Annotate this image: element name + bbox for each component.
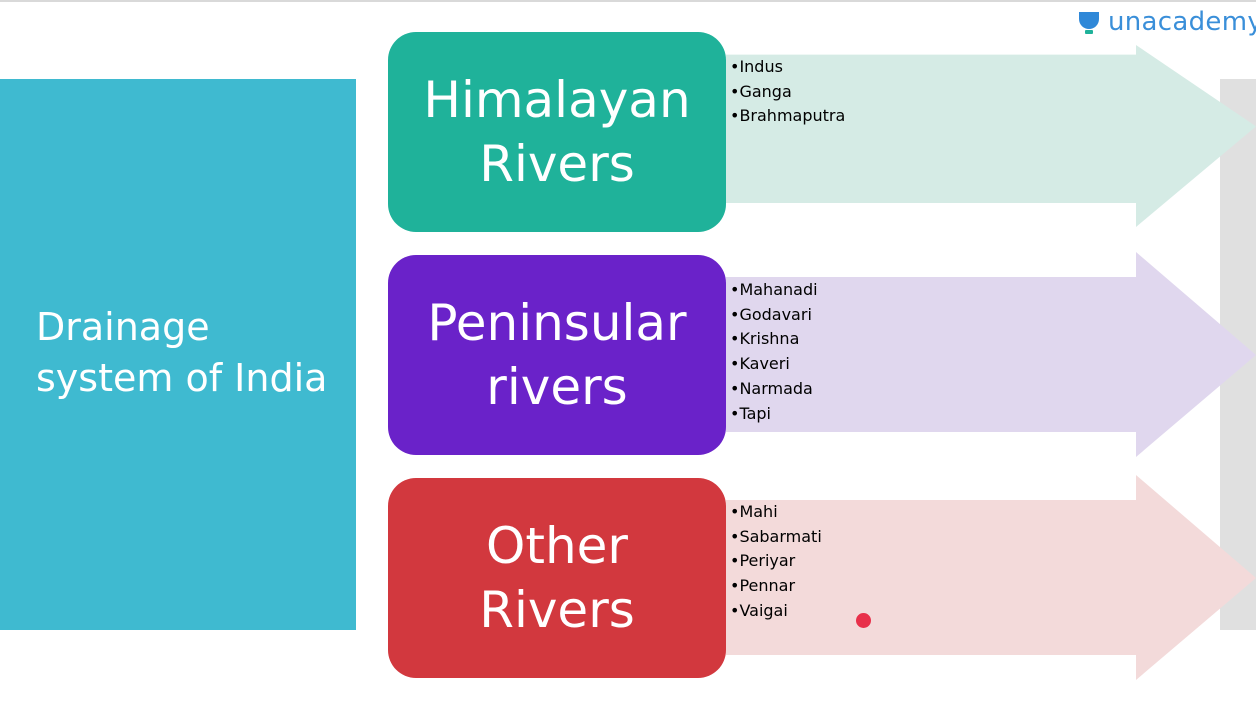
other-arrow xyxy=(726,475,1256,680)
list-item: •Brahmaputra xyxy=(730,106,846,126)
list-item: •Kaveri xyxy=(730,354,790,374)
list-item: •Krishna xyxy=(730,329,800,349)
himalayan-arrow-shape xyxy=(726,45,1256,227)
laser-pointer-dot xyxy=(856,613,871,628)
list-item: •Godavari xyxy=(730,304,812,324)
unacademy-logo: unacademy xyxy=(1076,6,1256,38)
list-item: •Pennar xyxy=(730,576,796,596)
list-item: •Indus xyxy=(730,57,783,76)
peninsular-box-line1: Peninsular xyxy=(427,294,687,352)
himalayan-box-line2: Rivers xyxy=(479,135,635,193)
other-box-line1: Other xyxy=(486,517,628,575)
peninsular-arrow xyxy=(726,252,1256,457)
list-item: •Vaigai xyxy=(730,600,788,620)
himalayan-rivers-box: Himalayan Rivers xyxy=(388,32,726,232)
himalayan-river-list: •Indus •Ganga •Brahmaputra xyxy=(730,55,845,129)
list-item: •Ganga xyxy=(730,81,792,101)
peninsular-arrow-shape xyxy=(726,252,1256,457)
list-item: •Sabarmati xyxy=(730,526,822,546)
main-topic-title: Drainage system of India xyxy=(36,302,356,404)
list-item: •Mahanadi xyxy=(730,280,818,299)
other-arrow-shape xyxy=(726,475,1256,680)
list-item: •Periyar xyxy=(730,551,796,571)
other-box-line2: Rivers xyxy=(479,581,635,639)
main-topic-title-line2: system of India xyxy=(36,356,328,400)
peninsular-box-line2: rivers xyxy=(486,358,628,416)
main-topic-title-line1: Drainage xyxy=(36,305,210,349)
list-item: •Tapi xyxy=(730,403,771,423)
unacademy-logo-icon xyxy=(1079,12,1099,34)
main-topic-panel xyxy=(0,79,356,630)
top-border xyxy=(0,0,1256,2)
list-item: •Narmada xyxy=(730,378,813,398)
brand-name: unacademy xyxy=(1108,7,1256,37)
peninsular-river-list: •Mahanadi •Godavari •Krishna •Kaveri •Na… xyxy=(730,278,818,426)
himalayan-box-line1: Himalayan xyxy=(423,71,691,129)
other-river-list: •Mahi •Sabarmati •Periyar •Pennar •Vaiga… xyxy=(730,500,822,624)
other-rivers-box: Other Rivers xyxy=(388,478,726,678)
himalayan-arrow xyxy=(726,45,1256,227)
list-item: •Mahi xyxy=(730,502,778,521)
peninsular-rivers-box: Peninsular rivers xyxy=(388,255,726,455)
